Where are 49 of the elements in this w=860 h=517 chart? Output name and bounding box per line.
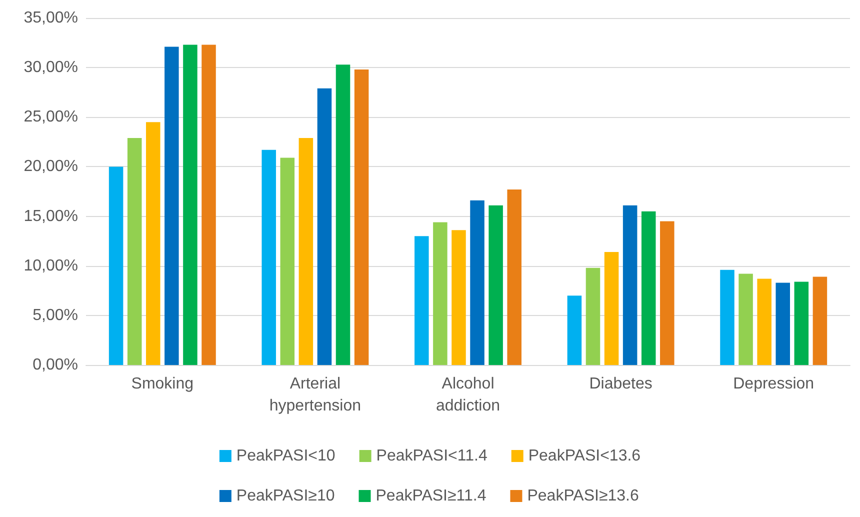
legend-label: PeakPASI≥10 xyxy=(236,488,335,504)
legend-label: PeakPASI≥11.4 xyxy=(376,488,486,504)
bar xyxy=(127,138,142,365)
bar xyxy=(757,278,772,365)
x-tick-label: Arterial hypertension xyxy=(269,376,362,414)
bar xyxy=(738,274,753,365)
bar xyxy=(280,158,295,365)
y-tick-label: 20,00% xyxy=(24,158,78,176)
bar xyxy=(354,70,369,365)
bar xyxy=(336,64,350,365)
y-tick-label: 0,00% xyxy=(32,356,78,374)
legend-label: PeakPASI<10 xyxy=(236,448,336,464)
bar xyxy=(776,282,790,365)
bar xyxy=(452,230,466,365)
y-tick-label: 5,00% xyxy=(32,306,78,324)
bar xyxy=(183,44,198,365)
bar xyxy=(202,44,216,365)
bar xyxy=(488,205,503,365)
bar xyxy=(660,221,674,365)
y-tick-label: 30,00% xyxy=(24,59,78,76)
x-tick-label: Depression xyxy=(733,376,814,392)
bar xyxy=(262,150,276,365)
bar xyxy=(414,236,429,365)
legend-label: PeakPASI≥13.6 xyxy=(527,488,639,504)
bar xyxy=(622,205,638,365)
bar xyxy=(108,166,124,365)
bar xyxy=(298,138,314,365)
y-tick-label: 35,00% xyxy=(24,10,78,26)
bar xyxy=(433,222,448,365)
bar xyxy=(146,122,160,365)
bar xyxy=(812,276,828,365)
bar xyxy=(794,282,809,365)
bar xyxy=(720,270,734,365)
x-tick-label: Diabetes xyxy=(589,376,652,392)
bar xyxy=(470,200,484,365)
bar xyxy=(604,252,619,365)
bar xyxy=(641,211,656,365)
bar xyxy=(586,268,600,365)
y-tick-label: 25,00% xyxy=(24,108,78,126)
bar xyxy=(317,88,332,365)
legend-label: PeakPASI<11.4 xyxy=(376,448,488,464)
bar xyxy=(164,46,179,365)
y-tick-label: 10,00% xyxy=(24,257,78,274)
x-tick-label: Smoking xyxy=(131,376,194,392)
legend-label: PeakPASI<13.6 xyxy=(528,448,641,464)
x-tick-label: Alcohol addiction xyxy=(436,376,500,414)
bar xyxy=(567,296,582,365)
y-tick-label: 15,00% xyxy=(24,208,78,225)
bar xyxy=(507,190,522,365)
